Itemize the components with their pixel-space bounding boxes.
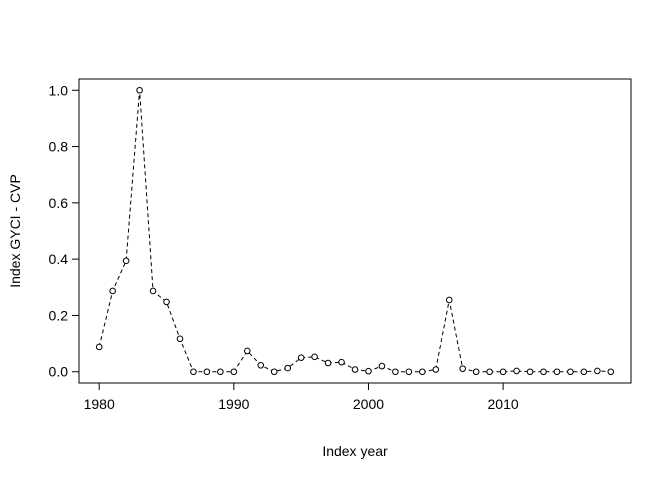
data-point <box>284 364 291 372</box>
data-point <box>149 287 157 295</box>
y-tick-label: 1.0 <box>49 82 69 98</box>
data-point <box>243 347 251 355</box>
data-point <box>526 368 534 376</box>
data-point <box>217 368 224 376</box>
data-point <box>190 368 197 376</box>
data-point <box>203 368 211 376</box>
data-point <box>553 368 561 376</box>
data-point <box>607 368 615 376</box>
x-tick-label: 1980 <box>84 396 115 412</box>
x-tick-label: 1990 <box>218 396 249 412</box>
y-tick-label: 0.2 <box>49 307 69 323</box>
series-line <box>98 90 611 373</box>
data-point <box>392 368 399 376</box>
data-point <box>136 86 143 94</box>
x-axis: 1980 1990 2000 2010 <box>84 383 519 412</box>
data-point <box>257 361 265 369</box>
data-point <box>499 368 507 376</box>
plot-box <box>78 78 632 384</box>
data-point <box>324 359 332 367</box>
data-point <box>95 343 103 351</box>
x-tick-label: 2010 <box>488 396 519 412</box>
data-point <box>580 368 588 376</box>
data-point <box>378 362 386 370</box>
y-axis: 0.0 0.2 0.4 0.6 0.8 1.0 <box>49 82 79 380</box>
data-point <box>270 368 278 376</box>
y-tick-label: 0.4 <box>49 251 69 267</box>
data-point <box>540 368 547 376</box>
data-point <box>405 368 413 376</box>
data-point <box>486 368 493 376</box>
data-point <box>419 368 426 376</box>
data-point <box>365 367 372 375</box>
data-point <box>445 296 453 304</box>
y-tick-label: 0.8 <box>49 139 69 155</box>
y-tick-label: 0.0 <box>49 364 69 380</box>
data-point <box>163 298 170 306</box>
data-point <box>513 367 520 375</box>
data-point <box>567 368 574 376</box>
data-point <box>297 354 305 361</box>
data-point <box>432 366 440 373</box>
data-point <box>109 287 116 295</box>
data-point <box>230 368 238 376</box>
x-tick-label: 2000 <box>353 396 384 412</box>
data-point <box>351 366 359 373</box>
data-points <box>95 86 615 376</box>
data-point <box>594 367 601 375</box>
y-axis-label: Index GYCI - CVP <box>7 174 23 288</box>
data-point <box>472 368 480 376</box>
y-tick-label: 0.6 <box>49 195 69 211</box>
data-point <box>459 365 467 372</box>
data-point <box>176 335 184 343</box>
data-point <box>122 257 130 265</box>
x-axis-label: Index year <box>322 443 388 459</box>
data-point <box>338 358 345 366</box>
data-point <box>311 353 318 361</box>
